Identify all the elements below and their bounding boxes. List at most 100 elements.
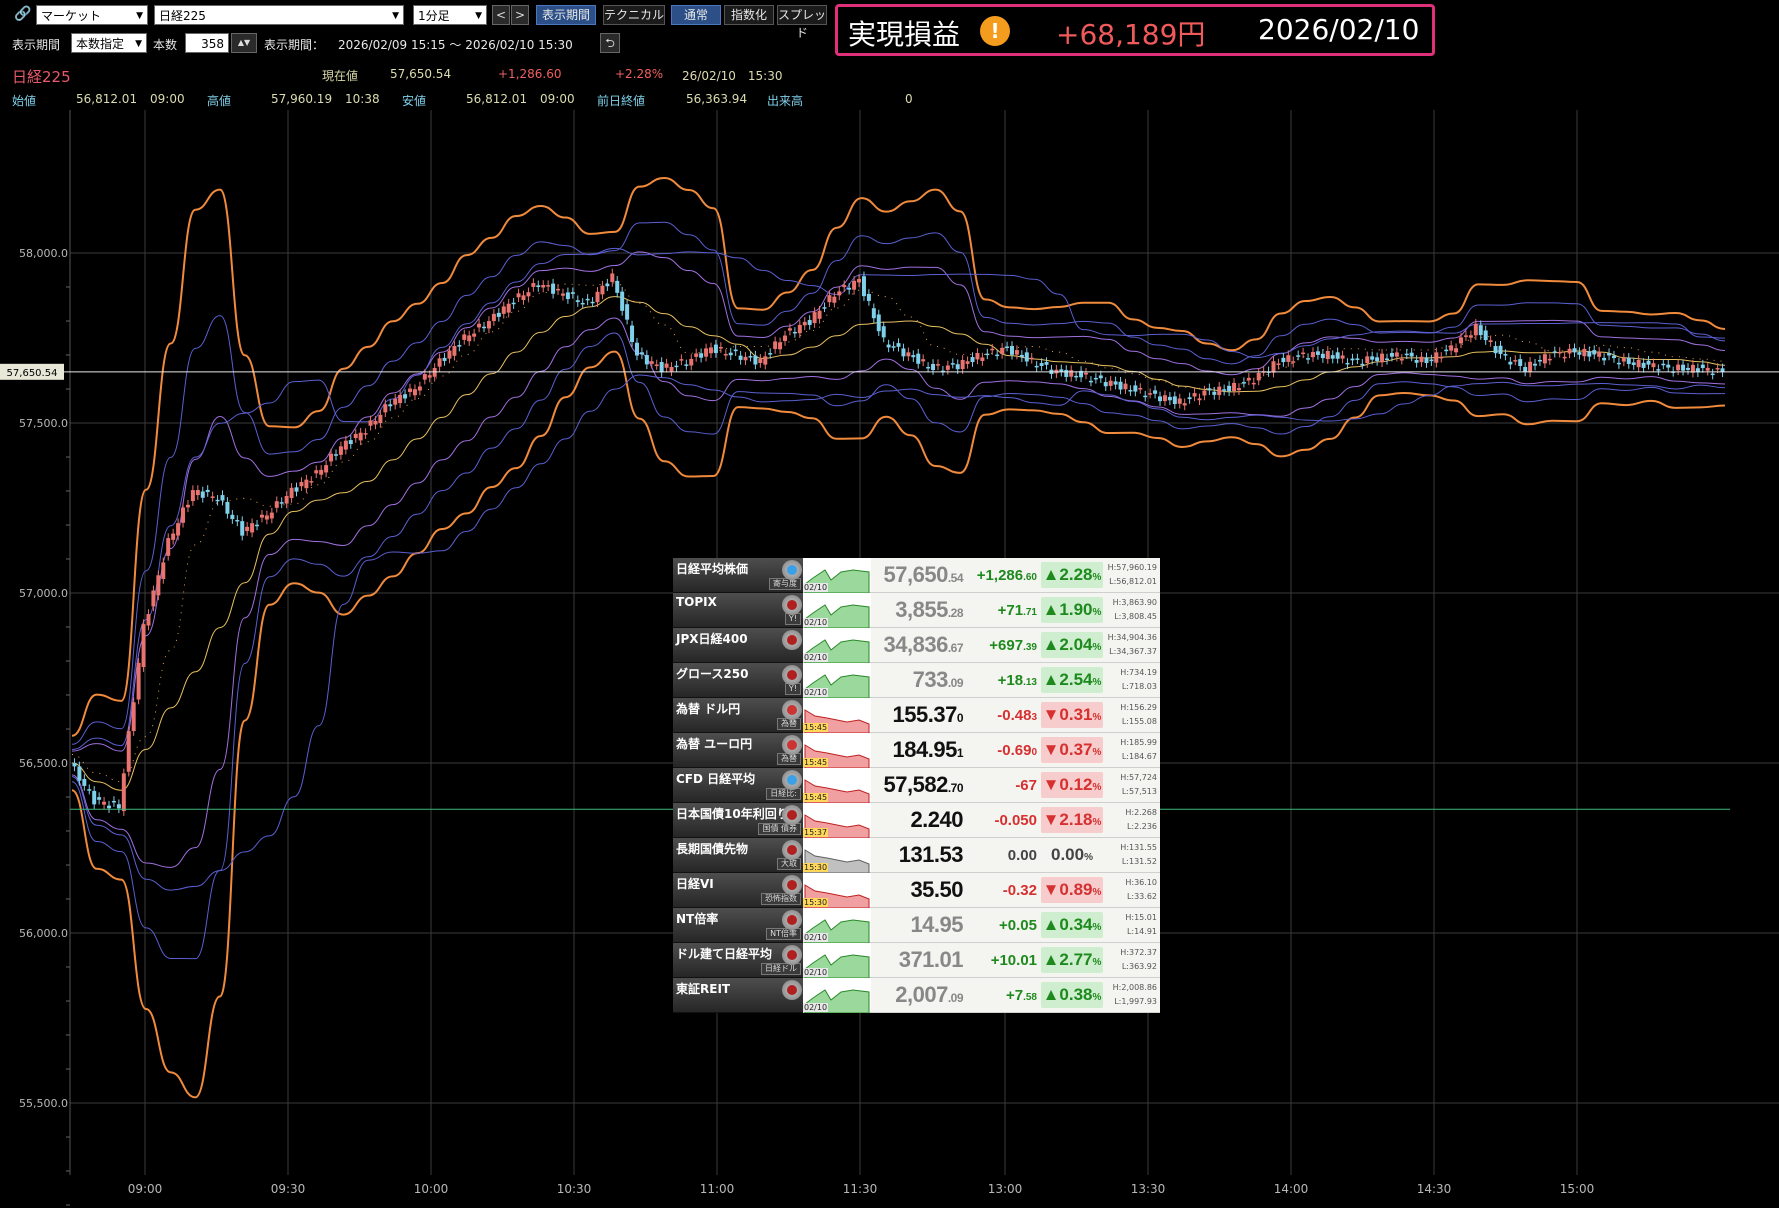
count-stepper[interactable]: ▲▼ xyxy=(231,33,257,53)
candle-body xyxy=(1103,382,1108,387)
record-icon[interactable] xyxy=(782,875,802,895)
band-line xyxy=(71,176,1726,737)
market-name-cell: 日経VI 恐怖指数 xyxy=(673,873,803,908)
next-button[interactable]: > xyxy=(511,5,529,25)
record-icon[interactable] xyxy=(782,910,802,930)
candle-body xyxy=(1661,363,1666,366)
prev-button[interactable]: < xyxy=(492,5,510,25)
candle-body xyxy=(1611,355,1616,359)
candle-body xyxy=(304,479,309,489)
market-sub-tag[interactable]: 恐怖指数 xyxy=(761,893,801,905)
candle-body xyxy=(1523,367,1528,372)
record-icon[interactable] xyxy=(782,630,802,650)
market-row[interactable]: 東証REIT 02/10 2,007.09 +7.58 ▲0.38% H:2,008.86… xyxy=(673,978,1160,1014)
candle-body xyxy=(945,365,950,370)
market-name-cell: 為替 ドル円 為替 xyxy=(673,698,803,733)
market-row[interactable]: JPX日経400 02/10 34,836.67 +697.39 ▲2.04% H:34,… xyxy=(673,628,1160,664)
period-button[interactable]: 表示期間 xyxy=(536,5,596,25)
return-icon[interactable]: ⮌ xyxy=(600,33,620,53)
record-icon[interactable] xyxy=(782,805,802,825)
candle-body xyxy=(225,501,230,514)
range-value: 2026/02/09 15:15 〜 2026/02/10 15:30 xyxy=(338,38,573,52)
candle-body xyxy=(822,307,827,309)
quote-time: 26/02/10 15:30 xyxy=(682,69,783,83)
record-icon[interactable] xyxy=(782,770,802,790)
candle-body xyxy=(1251,382,1256,385)
record-icon[interactable] xyxy=(782,560,802,580)
market-sub-tag[interactable]: NT倍率 xyxy=(766,928,801,940)
candle-body xyxy=(156,575,161,596)
candle-body xyxy=(1330,355,1335,359)
x-tick-label: 09:30 xyxy=(271,1182,306,1196)
market-row[interactable]: CFD 日経平均 日経比: 15:45 57,582.70 -67 ▼0.12% H:57,… xyxy=(673,768,1160,804)
symbol-select[interactable]: 日経225 ▼ xyxy=(154,5,404,25)
candle-body xyxy=(995,354,1000,357)
market-row[interactable]: 長期国債先物 大取 15:30 131.53 0.00 0.00% H:131.55 L:13… xyxy=(673,838,1160,874)
market-change-pct: ▼2.18% xyxy=(1041,807,1103,833)
link-icon[interactable]: 🔗 xyxy=(14,6,32,22)
candle-body xyxy=(1172,396,1177,405)
record-icon[interactable] xyxy=(782,840,802,860)
prev-close-label: 前日終値 xyxy=(597,94,646,108)
record-icon[interactable] xyxy=(782,700,802,720)
candle-body xyxy=(575,300,580,303)
market-change: +18.13 xyxy=(998,672,1037,689)
market-row[interactable]: 日経VI 恐怖指数 15:30 35.50 -0.32 ▼0.89% H:36.10 L:33… xyxy=(673,873,1160,909)
market-row[interactable]: ドル建て日経平均 日経ドル 02/10 371.01 +10.01 ▲2.77% H:372… xyxy=(673,943,1160,979)
interval-select[interactable]: 1分足 ▼ xyxy=(413,5,487,25)
market-name-cell: 日経平均株価 寄与度 xyxy=(673,558,803,593)
market-price-main: 371.01 xyxy=(898,947,964,972)
candle-body xyxy=(314,470,319,474)
record-icon[interactable] xyxy=(782,735,802,755)
candle-body xyxy=(541,284,546,288)
candle-body xyxy=(131,702,136,732)
market-row[interactable]: 日本国債10年利回り 国債 債券 15:37 2.240 -0.050 ▼2.18% H:2… xyxy=(673,803,1160,839)
candle-body xyxy=(358,432,363,441)
record-icon[interactable] xyxy=(782,980,802,1000)
candle-body xyxy=(324,465,329,473)
candle-body xyxy=(634,342,639,356)
record-icon[interactable] xyxy=(782,945,802,965)
market-change-pct-value: ▲2.54 xyxy=(1042,670,1093,689)
sparkline-date: 02/10 xyxy=(803,583,829,592)
market-sub-tag[interactable]: 日経比: xyxy=(766,788,801,800)
market-sub-tag[interactable]: 寄与度 xyxy=(769,578,801,590)
market-change-main: +10.01 xyxy=(990,952,1037,969)
market-row[interactable]: 日経平均株価 寄与度 02/10 57,650.54 +1,286.60 ▲2.28% H:… xyxy=(673,558,1160,594)
period-mode-select[interactable]: 本数指定 ▼ xyxy=(71,33,147,53)
market-row[interactable]: グロース250 Y! 02/10 733.09 +18.13 ▲2.54% H:734.19… xyxy=(673,663,1160,699)
spread-button[interactable]: スプレッド xyxy=(777,5,827,40)
count-input[interactable]: 358 xyxy=(185,33,229,53)
x-tick-label: 14:30 xyxy=(1417,1182,1452,1196)
realized-pnl-label: 実現損益 xyxy=(848,18,961,51)
market-high-low: H:34,904.36 L:34,367.37 xyxy=(1108,631,1157,659)
market-values: 184.951 -0.690 ▼0.37% H:185.99 L:184.67 xyxy=(871,733,1160,768)
market-sub-tag[interactable]: 日経ドル xyxy=(761,963,801,975)
market-row[interactable]: 為替 ドル円 為替 15:45 155.370 -0.483 ▼0.31% H:156.29… xyxy=(673,698,1160,734)
candle-body xyxy=(1631,362,1636,366)
market-sub-tag[interactable]: 国債 債券 xyxy=(758,823,801,835)
market-row[interactable]: 為替 ユーロ円 為替 15:45 184.951 -0.690 ▼0.37% H:185.9… xyxy=(673,733,1160,769)
market-change: +1,286.60 xyxy=(977,567,1037,584)
candle-body xyxy=(1360,363,1365,366)
alert-icon[interactable]: ! xyxy=(980,16,1010,46)
market-price-main: 14.95 xyxy=(910,912,963,937)
candle-body xyxy=(1695,368,1700,373)
market-select[interactable]: マーケット ▼ xyxy=(36,5,148,25)
technical-button[interactable]: テクニカル xyxy=(603,5,665,25)
current-price-tag xyxy=(0,363,64,380)
market-sub-tag[interactable]: 大取 xyxy=(777,858,801,870)
market-sub-tag[interactable]: 為替 xyxy=(777,753,801,765)
record-icon[interactable] xyxy=(782,665,802,685)
x-tick-label: 14:00 xyxy=(1274,1182,1309,1196)
record-icon[interactable] xyxy=(782,595,802,615)
candle-body xyxy=(1468,335,1473,338)
market-row[interactable]: NT倍率 NT倍率 02/10 14.95 +0.05 ▲0.34% H:15.01 L:14… xyxy=(673,908,1160,944)
chevron-down-icon: ▼ xyxy=(475,11,482,21)
index-button[interactable]: 指数化 xyxy=(724,5,774,25)
market-change-dec: 0 xyxy=(1031,747,1037,758)
normal-button[interactable]: 通常 xyxy=(671,5,721,25)
market-change-pct-value: ▼0.89 xyxy=(1042,880,1093,899)
market-row[interactable]: TOPIX Y! 02/10 3,855.28 +71.71 ▲1.90% H:3,863.… xyxy=(673,593,1160,629)
market-high: H:734.19 xyxy=(1120,668,1157,677)
